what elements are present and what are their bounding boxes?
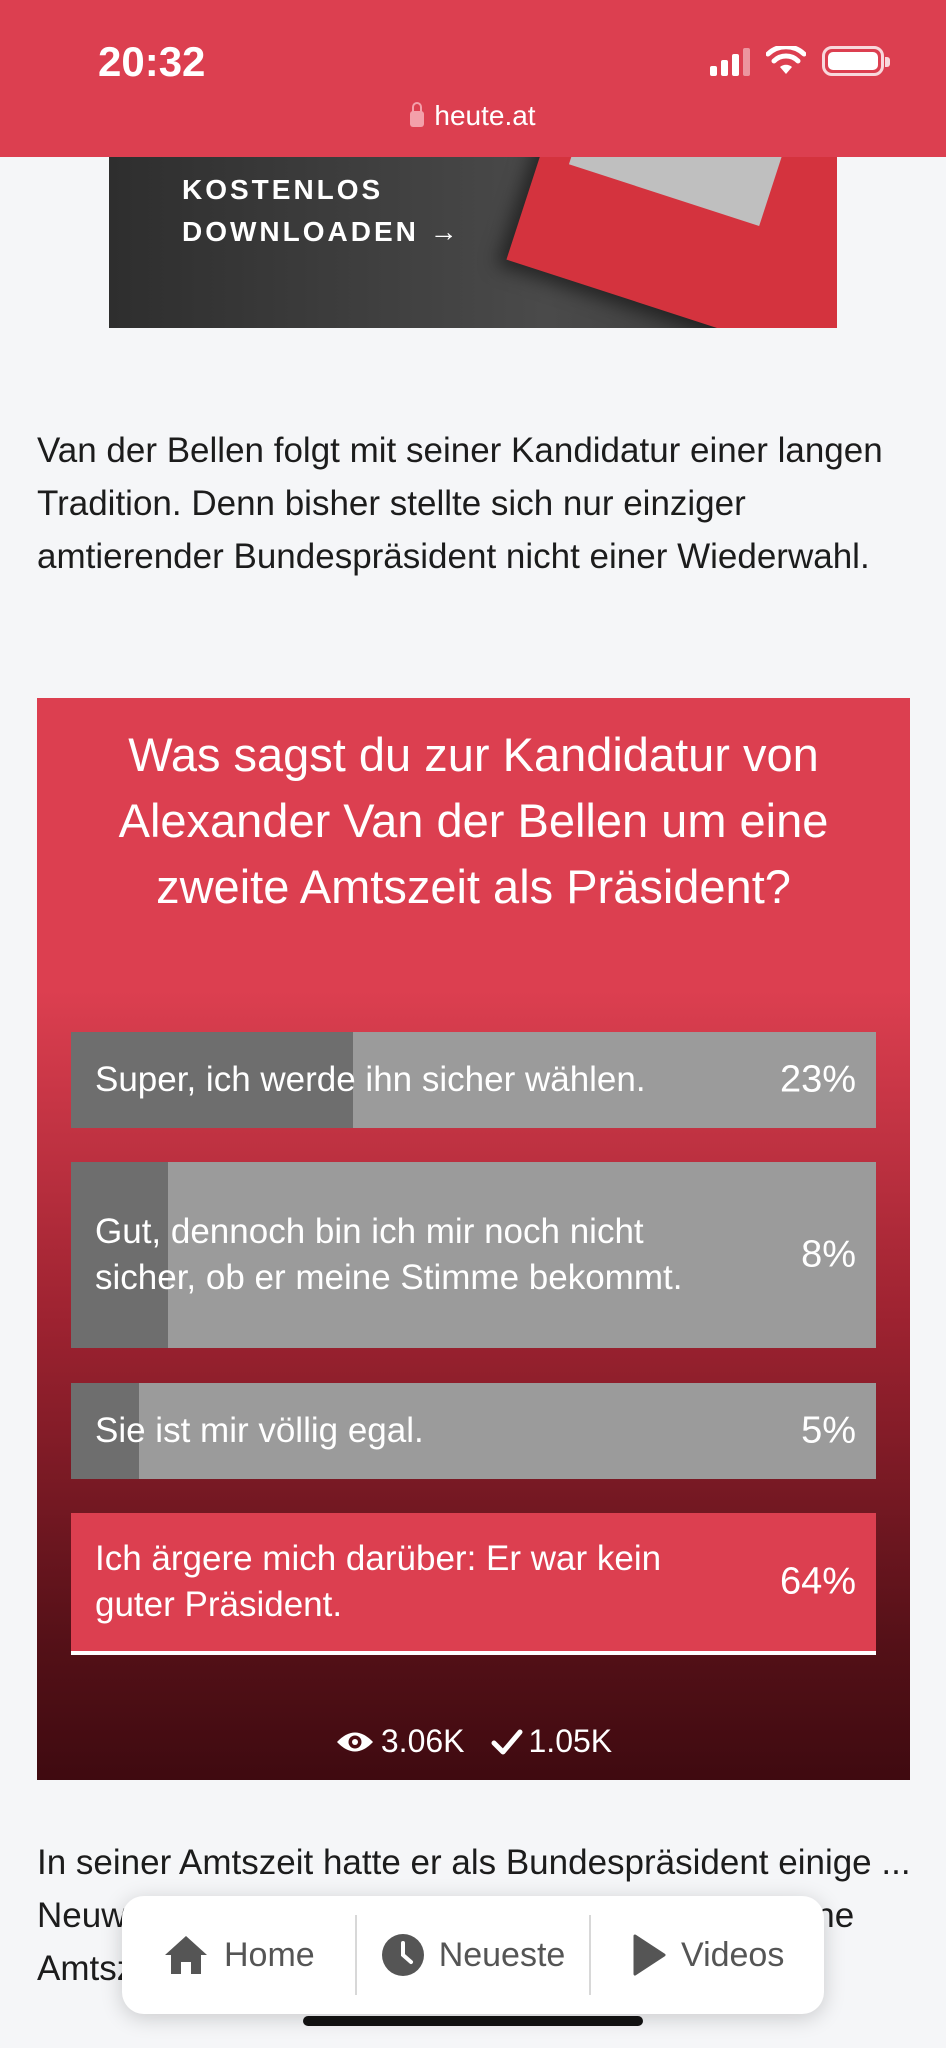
- nav-videos-label: Videos: [681, 1935, 785, 1974]
- status-bar: 20:32 heute.at: [0, 0, 946, 157]
- ad-book-image: [506, 157, 837, 328]
- poll-votes: 1.05K: [528, 1723, 613, 1759]
- poll-option-fill: [71, 1032, 353, 1128]
- ad-cta-line2: DOWNLOADEN →: [182, 216, 461, 247]
- nav-home-label: Home: [223, 1935, 315, 1974]
- poll-option-label: Sie ist mir völlig egal.: [95, 1411, 424, 1450]
- nav-videos[interactable]: Videos: [589, 1915, 824, 1995]
- clock-icon: [381, 1934, 424, 1976]
- status-icons: [710, 46, 890, 76]
- status-time: 20:32: [98, 38, 206, 85]
- signal-icon: [710, 46, 750, 76]
- home-indicator: [303, 2016, 643, 2026]
- nav-latest-label: Neueste: [438, 1935, 566, 1974]
- home-icon: [164, 1936, 207, 1974]
- ad-banner[interactable]: KOSTENLOS DOWNLOADEN →: [109, 157, 837, 328]
- poll-option-fill: [71, 1162, 168, 1348]
- nav-home[interactable]: Home: [122, 1915, 355, 1995]
- poll-question: Was sagst du zur Kandidatur von Alexande…: [118, 728, 829, 913]
- poll-option[interactable]: Super, ich werde ihn sicher wählen. 23%: [71, 1032, 876, 1128]
- poll-option-percent: 5%: [801, 1409, 856, 1452]
- poll-option[interactable]: Sie ist mir völlig egal. 5%: [71, 1383, 876, 1479]
- poll-option-selected[interactable]: Ich ärgere mich darüber: Er war kein gut…: [71, 1513, 876, 1655]
- poll-option[interactable]: Gut, dennoch bin ich mir noch nicht sich…: [71, 1162, 876, 1348]
- poll-option-label: Gut, dennoch bin ich mir noch nicht sich…: [95, 1212, 683, 1297]
- poll-option-fill: [71, 1383, 140, 1479]
- ad-cta-line1: KOSTENLOS: [182, 174, 384, 205]
- url-bar[interactable]: heute.at: [0, 100, 946, 132]
- poll-option-label: Ich ärgere mich darüber: Er war kein gut…: [95, 1539, 662, 1624]
- eye-icon: [336, 1732, 373, 1751]
- poll-option-percent: 64%: [779, 1560, 856, 1603]
- bottom-nav: Home Neueste Videos: [122, 1896, 824, 2014]
- checkmark-icon: [491, 1729, 522, 1754]
- poll-option-percent: 8%: [801, 1233, 856, 1276]
- poll-option-percent: 23%: [779, 1058, 856, 1101]
- nav-latest[interactable]: Neueste: [354, 1915, 590, 1995]
- url-text: heute.at: [434, 100, 536, 131]
- poll-stats: 3.06K 1.05K: [37, 1723, 910, 1760]
- ad-cta[interactable]: KOSTENLOS DOWNLOADEN →: [182, 169, 461, 253]
- wifi-icon: [766, 46, 806, 74]
- battery-icon: [822, 46, 890, 76]
- play-icon: [633, 1934, 666, 1976]
- poll-views: 3.06K: [380, 1723, 465, 1759]
- poll-widget: Was sagst du zur Kandidatur von Alexande…: [37, 698, 910, 1780]
- poll-option-label: Super, ich werde ihn sicher wählen.: [95, 1060, 646, 1099]
- article-paragraph: Van der Bellen folgt mit seiner Kandidat…: [37, 431, 883, 576]
- lock-icon: [410, 102, 425, 127]
